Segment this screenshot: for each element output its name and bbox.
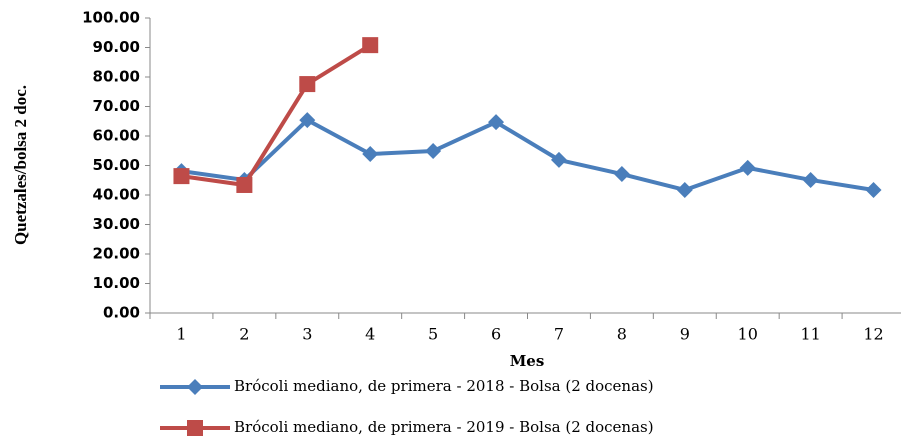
x-tick-label: 1 <box>176 325 186 344</box>
x-tick-label: 9 <box>680 325 690 344</box>
y-tick-label: 0.00 <box>103 304 140 322</box>
y-tick-label: 40.00 <box>93 186 140 204</box>
y-tick-label: 50.00 <box>93 156 140 174</box>
data-point <box>362 145 379 162</box>
x-tick-label: 2 <box>239 325 249 344</box>
y-tick-label: 80.00 <box>93 68 140 86</box>
x-tick-label: 4 <box>365 325 375 344</box>
x-axis-title: Mes <box>510 352 545 370</box>
data-point <box>802 171 819 188</box>
y-tick-label: 70.00 <box>93 97 140 115</box>
x-tick-label: 8 <box>617 325 627 344</box>
legend-label: Brócoli mediano, de primera - 2019 - Bol… <box>234 418 654 436</box>
legend-marker <box>187 379 203 395</box>
data-point <box>299 112 316 129</box>
y-tick-label: 60.00 <box>93 127 140 145</box>
x-tick-label: 3 <box>302 325 312 344</box>
x-tick-label: 5 <box>428 325 438 344</box>
legend-label: Brócoli mediano, de primera - 2018 - Bol… <box>234 377 654 395</box>
data-point <box>236 176 253 193</box>
y-axis-title: Quetzales/bolsa 2 doc. <box>11 85 30 245</box>
data-point <box>488 114 505 131</box>
x-tick-label: 7 <box>554 325 564 344</box>
y-tick-label: 100.00 <box>82 9 140 27</box>
data-point <box>739 159 756 176</box>
x-tick-label: 11 <box>800 325 820 344</box>
y-tick-label: 90.00 <box>93 38 140 56</box>
series-line <box>181 43 372 187</box>
data-point <box>362 37 379 54</box>
data-point <box>173 168 190 185</box>
x-tick-label: 6 <box>491 325 501 344</box>
data-point <box>676 181 693 198</box>
data-point <box>550 151 567 168</box>
y-tick-label: 10.00 <box>93 274 140 292</box>
data-point <box>425 143 442 160</box>
legend-marker <box>187 420 203 436</box>
x-tick-label: 10 <box>738 325 758 344</box>
y-tick-label: 20.00 <box>93 245 140 263</box>
x-tick-label: 12 <box>863 325 883 344</box>
data-point <box>865 181 882 198</box>
y-tick-label: 30.00 <box>93 215 140 233</box>
series-line <box>181 118 874 192</box>
data-point <box>613 166 630 183</box>
data-point <box>299 76 316 93</box>
